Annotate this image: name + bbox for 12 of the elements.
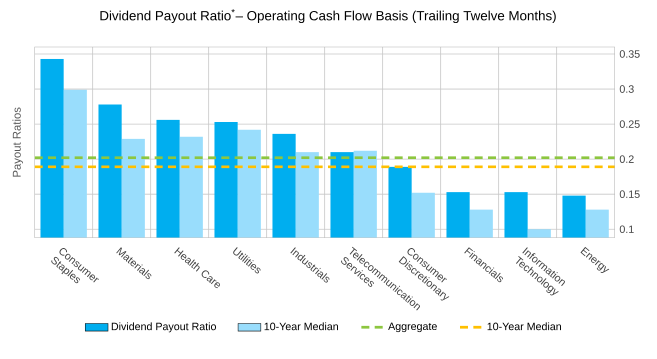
y-tick-label: 0.25 xyxy=(620,120,640,128)
y-tick-label: 0.15 xyxy=(620,190,640,198)
y-tick-label: 0.3 xyxy=(620,85,634,93)
legend-label: 10-Year Median xyxy=(488,322,561,330)
legend-label: Aggregate xyxy=(388,322,437,332)
y-tick-label: 0.35 xyxy=(620,50,640,58)
y-tick-label: 0.2 xyxy=(620,155,634,163)
legend-label: 10-Year Median xyxy=(264,322,338,330)
legend-label: Dividend Payout Ratio xyxy=(112,322,216,332)
chart-title: Dividend Payout Ratio$^{*}$– Operating Cash Flow Basis (Trailing Twelve Months) xyxy=(100,9,556,24)
y-tick-label: 0.1 xyxy=(620,225,634,234)
y-axis-title: Payout Ratios xyxy=(12,107,23,177)
